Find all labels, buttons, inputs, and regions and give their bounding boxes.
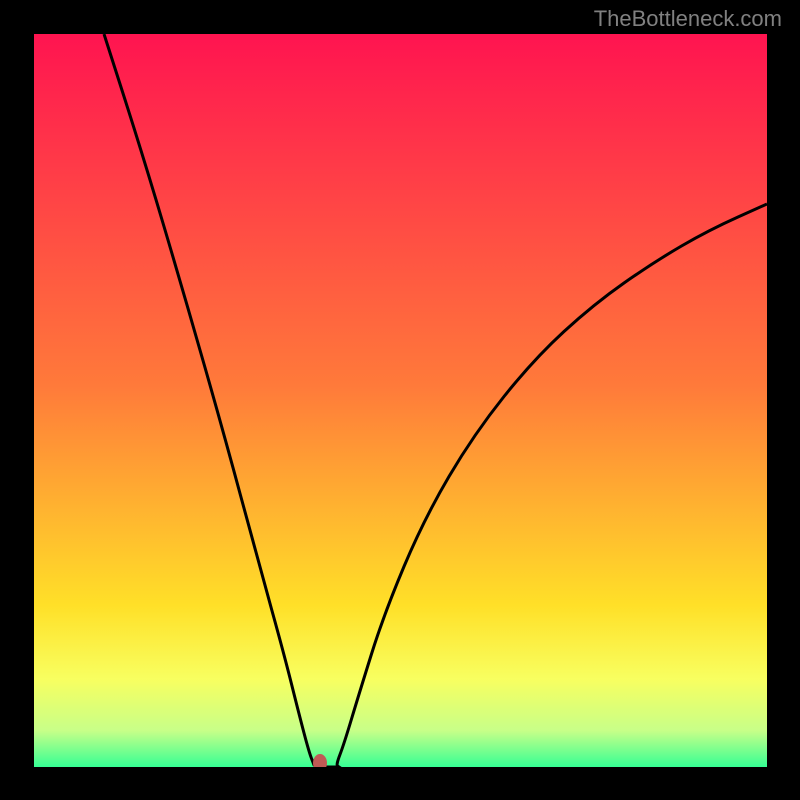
chart-svg [34,34,767,767]
chart-plot-area [34,34,767,767]
watermark-text: TheBottleneck.com [594,6,782,32]
bottleneck-curve [104,34,767,767]
vertex-marker [313,754,327,767]
